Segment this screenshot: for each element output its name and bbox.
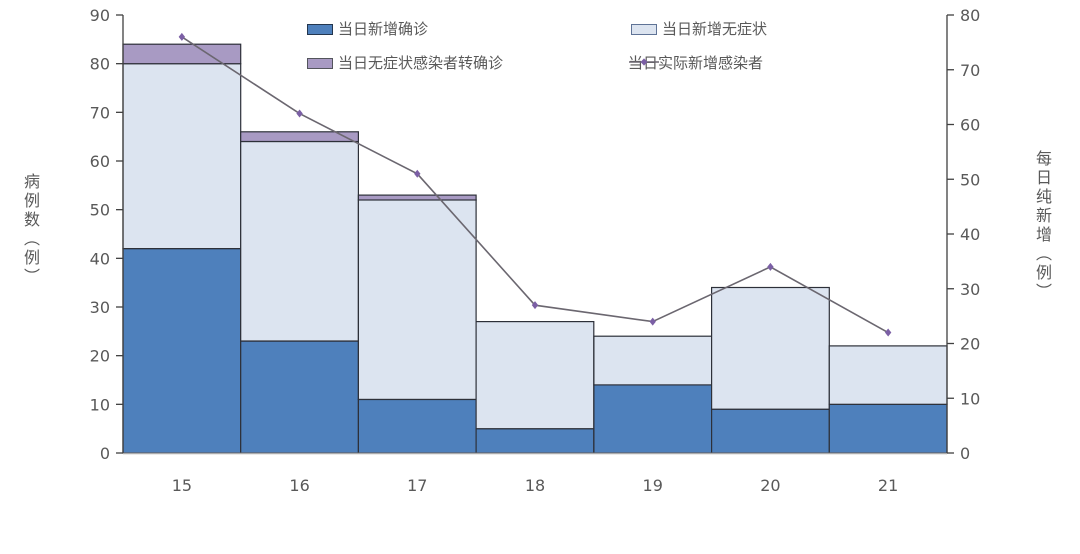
bar-segment bbox=[475, 321, 595, 430]
y-right-tick-label: 20 bbox=[960, 335, 980, 354]
bar-segment bbox=[828, 345, 948, 405]
legend-item-actual-new: 当日实际新增感染者 bbox=[628, 56, 763, 71]
line-marker bbox=[296, 109, 303, 118]
bar-segment bbox=[357, 199, 477, 400]
x-tick-label: 15 bbox=[172, 476, 192, 495]
asymptomatic-swatch-icon bbox=[631, 24, 657, 35]
bar-segment bbox=[710, 408, 830, 454]
legend-label: 当日新增无症状 bbox=[662, 20, 768, 38]
bar-segment bbox=[122, 43, 242, 65]
line-marker bbox=[767, 262, 774, 271]
line-marker bbox=[414, 169, 421, 178]
y-left-tick-label: 80 bbox=[90, 55, 110, 74]
y-right-tick-label: 30 bbox=[960, 280, 980, 299]
y-left-tick-label: 70 bbox=[90, 103, 110, 122]
bar-segment bbox=[593, 335, 713, 386]
y-left-tick-label: 20 bbox=[90, 347, 110, 366]
x-tick-label: 18 bbox=[525, 476, 545, 495]
x-tick-label: 16 bbox=[289, 476, 309, 495]
legend-item-converted: 当日无症状感染者转确诊 bbox=[307, 56, 503, 71]
line-marker bbox=[649, 317, 656, 326]
legend-item-new-confirmed: 当日新增确诊 bbox=[307, 22, 428, 37]
y-right-tick-label: 50 bbox=[960, 170, 980, 189]
bar-segment bbox=[122, 63, 242, 250]
x-tick-label: 17 bbox=[407, 476, 427, 495]
bar-segment bbox=[475, 428, 595, 454]
bar-segment bbox=[828, 403, 948, 454]
line-marker bbox=[178, 32, 186, 41]
y-left-tick-label: 90 bbox=[90, 6, 110, 25]
x-tick-label: 21 bbox=[878, 476, 898, 495]
confirmed-swatch-icon bbox=[307, 24, 333, 35]
bar-segment bbox=[593, 384, 713, 454]
x-tick-label: 19 bbox=[643, 476, 663, 495]
bar-segment bbox=[240, 131, 359, 143]
y-right-tick-label: 70 bbox=[960, 61, 980, 80]
line-series-symbol-icon bbox=[629, 58, 659, 66]
y-right-tick-label: 80 bbox=[960, 6, 980, 25]
bar-segment bbox=[357, 194, 477, 201]
y-left-tick-label: 40 bbox=[90, 249, 110, 268]
legend-item-new-asymptomatic: 当日新增无症状 bbox=[631, 22, 767, 37]
bar-segment bbox=[710, 286, 830, 410]
y-left-tick-label: 30 bbox=[90, 298, 110, 317]
bar-segment bbox=[357, 398, 477, 454]
bar-segment bbox=[240, 340, 359, 454]
y-left-tick-label: 0 bbox=[100, 444, 110, 463]
bar-segment bbox=[240, 140, 359, 342]
legend-label: 当日无症状感染者转确诊 bbox=[338, 54, 504, 72]
bar-segment bbox=[122, 248, 242, 454]
legend-label: 当日新增确诊 bbox=[338, 20, 429, 38]
line-marker bbox=[531, 301, 539, 310]
left-axis-title: 病例数（例） bbox=[21, 173, 40, 287]
x-tick-label: 20 bbox=[760, 476, 780, 495]
y-left-tick-label: 50 bbox=[90, 201, 110, 220]
y-left-tick-label: 60 bbox=[90, 152, 110, 171]
legend-label: 当日实际新增感染者 bbox=[628, 54, 764, 72]
line-marker bbox=[884, 328, 892, 337]
y-right-tick-label: 0 bbox=[960, 444, 970, 463]
converted-swatch-icon bbox=[307, 58, 333, 69]
y-right-tick-label: 40 bbox=[960, 225, 980, 244]
right-axis-title: 每日纯新增（例） bbox=[1033, 150, 1052, 302]
y-left-tick-label: 10 bbox=[90, 395, 110, 414]
y-right-tick-label: 60 bbox=[960, 116, 980, 135]
y-right-tick-label: 10 bbox=[960, 389, 980, 408]
